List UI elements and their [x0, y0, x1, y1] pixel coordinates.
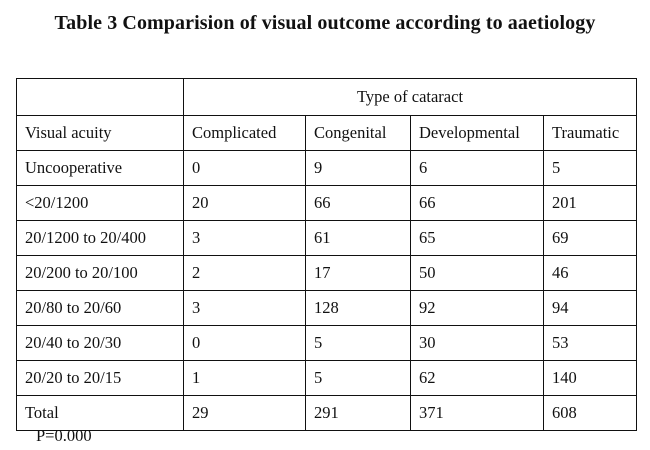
cell-complicated: 1	[183, 360, 306, 396]
group-header-row: Type of cataract	[16, 78, 638, 116]
cell-visual-acuity: Uncooperative	[16, 150, 184, 186]
table-body: Type of cataract Visual acuity Complicat…	[16, 78, 638, 431]
table-row: 20/1200 to 20/400 3 61 65 69	[16, 220, 638, 256]
cell-traumatic: 69	[542, 220, 638, 256]
cell-complicated: 0	[183, 150, 306, 186]
cell-traumatic: 140	[542, 360, 638, 396]
cell-complicated: 2	[183, 255, 306, 291]
column-header-complicated: Complicated	[183, 115, 306, 151]
cell-complicated: 3	[183, 220, 306, 256]
cell-congenital: 17	[305, 255, 411, 291]
cell-visual-acuity: Total	[16, 395, 184, 431]
cell-congenital: 61	[305, 220, 411, 256]
cell-traumatic: 5	[542, 150, 638, 186]
cell-visual-acuity: 20/80 to 20/60	[16, 290, 184, 326]
cell-congenital: 291	[305, 395, 411, 431]
table-row: 20/200 to 20/100 2 17 50 46	[16, 255, 638, 291]
table-row: 20/20 to 20/15 1 5 62 140	[16, 360, 638, 396]
cell-developmental: 50	[410, 255, 544, 291]
column-header-row: Visual acuity Complicated Congenital Dev…	[16, 115, 638, 151]
cell-developmental: 66	[410, 185, 544, 221]
table-title: Table 3 Comparision of visual outcome ac…	[54, 12, 596, 34]
cell-developmental: 6	[410, 150, 544, 186]
cell-congenital: 9	[305, 150, 411, 186]
cell-developmental: 62	[410, 360, 544, 396]
cell-visual-acuity: 20/40 to 20/30	[16, 325, 184, 361]
cell-visual-acuity: 20/20 to 20/15	[16, 360, 184, 396]
group-header-type-of-cataract: Type of cataract	[182, 78, 638, 116]
cell-traumatic: 201	[542, 185, 638, 221]
cell-visual-acuity: <20/1200	[16, 185, 184, 221]
cell-developmental: 65	[410, 220, 544, 256]
empty-corner-cell	[16, 78, 184, 116]
table-row: 20/40 to 20/30 0 5 30 53	[16, 325, 638, 361]
cell-traumatic: 608	[542, 395, 638, 431]
column-header-congenital: Congenital	[305, 115, 411, 151]
cell-complicated: 3	[183, 290, 306, 326]
cell-complicated: 20	[183, 185, 306, 221]
cell-developmental: 371	[410, 395, 544, 431]
cell-complicated: 0	[183, 325, 306, 361]
table-row: Total 29 291 371 608	[16, 395, 638, 431]
cell-developmental: 30	[410, 325, 544, 361]
column-header-visual-acuity: Visual acuity	[16, 115, 184, 151]
cell-congenital: 5	[305, 360, 411, 396]
cell-developmental: 92	[410, 290, 544, 326]
p-value-footnote: P=0.000	[36, 426, 92, 445]
cell-traumatic: 46	[542, 255, 638, 291]
cell-congenital: 128	[305, 290, 411, 326]
column-header-traumatic: Traumatic	[542, 115, 638, 151]
column-header-developmental: Developmental	[410, 115, 544, 151]
cell-traumatic: 53	[542, 325, 638, 361]
cell-visual-acuity: 20/1200 to 20/400	[16, 220, 184, 256]
cell-complicated: 29	[183, 395, 306, 431]
cell-traumatic: 94	[542, 290, 638, 326]
cell-congenital: 5	[305, 325, 411, 361]
table-row: 20/80 to 20/60 3 128 92 94	[16, 290, 638, 326]
cell-congenital: 66	[305, 185, 411, 221]
cell-visual-acuity: 20/200 to 20/100	[16, 255, 184, 291]
visual-outcome-table: Type of cataract Visual acuity Complicat…	[16, 78, 638, 431]
table-row: <20/1200 20 66 66 201	[16, 185, 638, 221]
table-row: Uncooperative 0 9 6 5	[16, 150, 638, 186]
